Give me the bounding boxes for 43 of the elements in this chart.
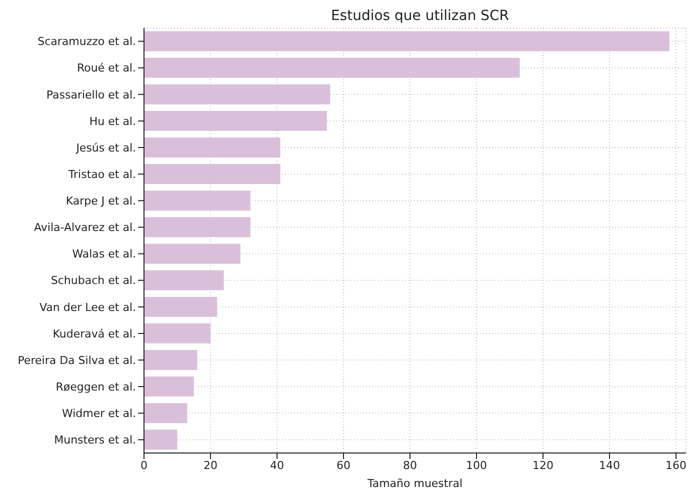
bar [144, 376, 194, 396]
bar [144, 84, 330, 104]
y-tick-label: Walas et al. [72, 248, 136, 261]
bar [144, 217, 250, 238]
y-tick-label: Tristao et al. [67, 168, 136, 181]
bar [144, 110, 327, 131]
bar [144, 403, 188, 424]
bar [144, 31, 670, 52]
y-tick-label: Passariello et al. [46, 88, 136, 102]
bar [144, 58, 520, 78]
x-tick-label: 100 [466, 458, 488, 472]
x-axis-title: Tamaño muestral [366, 477, 463, 490]
y-tick-label: Jesús et al. [75, 141, 136, 154]
y-tick-label: Van der Lee et al. [40, 300, 136, 314]
x-tick-label: 120 [532, 458, 554, 472]
chart-title: Estudios que utilizan SCR [330, 8, 510, 24]
y-tick-label: Kuderavá et al. [52, 327, 136, 340]
bar [144, 164, 280, 184]
bar [144, 270, 224, 290]
x-tick-label: 80 [403, 458, 418, 472]
x-tick-label: 40 [270, 458, 284, 472]
y-tick-label: Munsters et al. [54, 434, 136, 447]
bar [144, 323, 211, 344]
y-tick-label: Widmer et al. [62, 407, 136, 420]
y-tick-label: Hu et al. [89, 114, 136, 128]
x-tick-label: 140 [599, 458, 620, 472]
y-tick-label: Røeggen et al. [56, 380, 136, 394]
x-tick-label: 0 [140, 458, 148, 472]
y-tick-label: Scaramuzzo et al. [38, 35, 136, 48]
x-tick-label: 20 [204, 458, 218, 472]
y-tick-label: Pereira Da Silva et al. [18, 354, 136, 367]
bar [144, 244, 240, 264]
bar [144, 430, 178, 450]
bar [144, 190, 250, 211]
y-tick-label: Avila-Alvarez et al. [34, 221, 136, 234]
x-tick-label: 60 [336, 458, 351, 472]
bar [144, 137, 280, 158]
bar [144, 350, 198, 370]
y-tick-label: Karpe J et al. [66, 194, 136, 208]
y-tick-label: Roué et al. [77, 62, 136, 75]
bar [144, 296, 218, 317]
y-tick-label: Schubach et al. [50, 274, 136, 288]
x-tick-label: 160 [666, 458, 687, 472]
